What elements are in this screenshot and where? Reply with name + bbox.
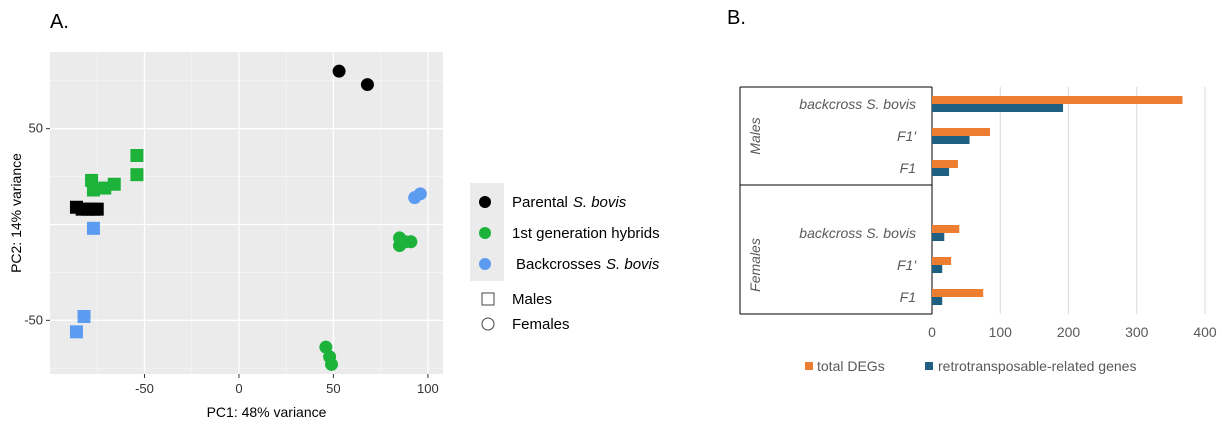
square-point <box>130 168 144 182</box>
y-tick-label-a: 50 <box>29 121 43 136</box>
legend-b: total DEGs retrotransposable-related gene… <box>805 358 1136 374</box>
bar-retrotransposable <box>932 265 943 273</box>
circle-point <box>404 235 418 249</box>
bar-retrotransposable <box>932 136 970 144</box>
legend-swatch-total-degs <box>805 362 813 370</box>
x-tick-label-b: 300 <box>1125 324 1149 340</box>
legend-a: Parental S. bovis 1st generation hybrids Ba… <box>470 183 660 333</box>
legend-key-circle <box>479 196 491 208</box>
minor-gridlines-a <box>50 52 443 374</box>
panel-label-b: B. <box>727 7 746 29</box>
circle-point <box>332 64 346 78</box>
square-point <box>77 310 91 323</box>
circle-point <box>413 187 427 201</box>
gridlines-b <box>999 87 1206 314</box>
category-label: F1 <box>900 289 916 305</box>
square-point <box>90 202 104 216</box>
category-label: F1 <box>900 160 916 176</box>
category-label: backcross S. bovis <box>799 96 916 112</box>
category-axis-frame <box>739 86 933 315</box>
y-axis-title-a: PC2: 14% variance <box>8 153 24 273</box>
legend-label-total-degs: total DEGs <box>817 358 885 374</box>
legend-shape-circle <box>481 317 495 331</box>
group-label: Males <box>747 117 763 154</box>
bar-retrotransposable <box>932 297 943 305</box>
bar-total-degs <box>932 225 960 233</box>
legend-key-circle <box>479 258 491 270</box>
legend-label-italic: S. bovis <box>573 194 627 211</box>
major-gridlines-a <box>50 52 443 374</box>
square-point <box>107 177 121 191</box>
square-point <box>86 183 100 197</box>
legend-label-text: 1st generation hybrids <box>512 225 660 242</box>
legend-label-text: Backcrosses <box>516 256 601 273</box>
legend-label: Backcrosses S. bovis <box>516 256 660 273</box>
x-tick-label-b: 100 <box>989 324 1013 340</box>
legend-shape-square <box>481 292 495 306</box>
bar-total-degs <box>932 96 1183 104</box>
bars-b <box>932 96 1183 305</box>
legend-shape-label: Males <box>512 291 552 308</box>
circle-point <box>325 357 339 371</box>
x-tick-label-a: -50 <box>135 381 154 396</box>
x-tick-label-b: 0 <box>928 324 936 340</box>
x-tick-label-b: 400 <box>1193 324 1217 340</box>
bar-total-degs <box>932 289 984 297</box>
data-points-a <box>69 64 427 371</box>
panel-label-a: A. <box>50 11 69 33</box>
legend-swatch-retrotransposable <box>925 362 933 370</box>
bar-retrotransposable <box>932 104 1064 112</box>
category-label: F1' <box>897 128 917 144</box>
legend-label: 1st generation hybrids <box>512 225 660 242</box>
legend-key-circle <box>479 227 491 239</box>
legend-label-italic: S. bovis <box>606 256 660 273</box>
legend-label-text: Parental <box>512 194 568 211</box>
x-tick-label-a: 50 <box>326 381 340 396</box>
legend-label-retrotransposable: retrotransposable-related genes <box>938 358 1136 374</box>
circle-point <box>360 78 374 92</box>
x-tick-label-a: 100 <box>417 381 439 396</box>
bar-retrotransposable <box>932 168 950 176</box>
square-point <box>86 221 100 235</box>
bar-total-degs <box>932 160 958 168</box>
legend-label: Parental S. bovis <box>512 194 627 211</box>
category-label: backcross S. bovis <box>799 225 916 241</box>
x-tick-label-a: 0 <box>235 381 242 396</box>
square-point <box>69 325 83 339</box>
category-label: F1' <box>897 257 917 273</box>
circle-point <box>393 239 407 253</box>
bar-total-degs <box>932 128 991 136</box>
y-tick-label-a: -50 <box>24 312 43 327</box>
x-axis-title-a: PC1: 48% variance <box>207 404 327 420</box>
bar-total-degs <box>932 257 952 265</box>
legend-shape-label: Females <box>512 316 570 333</box>
square-point <box>130 149 144 162</box>
plot-background-a <box>50 52 443 374</box>
x-tick-label-b: 200 <box>1057 324 1081 340</box>
bar-retrotransposable <box>932 233 945 241</box>
group-label: Females <box>747 238 763 292</box>
